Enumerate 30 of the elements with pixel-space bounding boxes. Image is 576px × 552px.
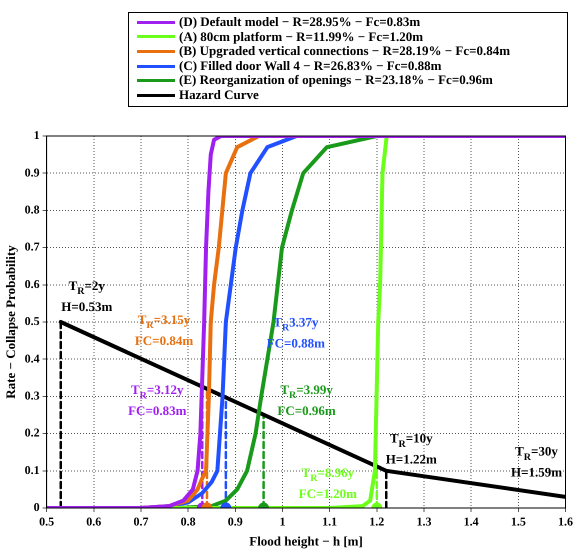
y-tick-label: 0.9 (24, 165, 40, 180)
legend-label: (B) Upgraded vertical connections − R=28.19% − Fc=0.84m (179, 43, 510, 59)
x-tick-label: 1.4 (464, 514, 479, 528)
legend-label: (A) 80cm platform − R=11.99% − Fc=1.20m (179, 28, 424, 44)
x-tick-label: 1.3 (416, 514, 432, 528)
y-tick-label: 0.7 (24, 240, 40, 254)
x-tick-label: 1.5 (510, 514, 526, 528)
y-tick-label: 0.3 (24, 388, 40, 402)
legend-label: (C) Filled door Wall 4 − R=26.83% − Fc=0.88m (179, 58, 442, 74)
legend-label: Hazard Curve (179, 86, 259, 103)
y-tick-label: 0.1 (24, 462, 40, 477)
x-tick-label: 1.1 (322, 514, 338, 528)
x-tick-label: 1 (279, 514, 286, 528)
x-tick-label: 1.2 (369, 514, 384, 528)
y-tick-label: 0 (34, 500, 40, 514)
y-tick-label: 0.4 (24, 351, 40, 366)
y-tick-label: 0.8 (24, 202, 40, 216)
y-tick-label: 1 (34, 128, 40, 142)
x-tick-label: 1.6 (558, 514, 573, 528)
x-tick-label: 0.9 (228, 514, 243, 528)
legend-label: (E) Reorganization of openings − R=23.18% − Fc=0.96m (179, 72, 493, 88)
y-tick-label: 0.5 (24, 314, 40, 328)
x-tick-label: 0.7 (133, 514, 148, 528)
x-axis-title: Flood height − h [m] (249, 534, 363, 549)
y-tick-label: 0.2 (24, 426, 40, 440)
y-axis-title: Rate − Collapse Probability (3, 244, 18, 399)
x-tick-label: 0.6 (86, 514, 102, 528)
legend-label: (D) Default model − R=28.95% − Fc=0.83m (179, 14, 420, 30)
x-tick-label: 0.8 (180, 514, 196, 528)
y-tick-label: 0.6 (24, 276, 40, 291)
